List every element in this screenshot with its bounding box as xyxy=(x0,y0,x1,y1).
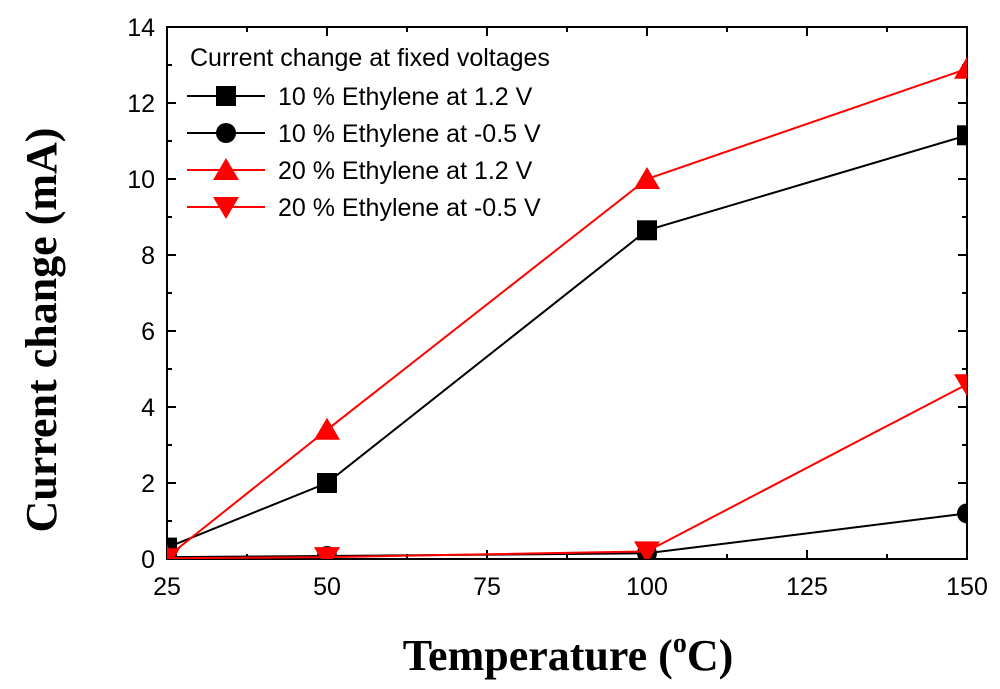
y-tick-label: 10 xyxy=(127,166,155,194)
legend-marker xyxy=(213,197,239,219)
data-point xyxy=(954,374,967,397)
y-tick-label: 14 xyxy=(127,14,155,42)
series-line-3 xyxy=(167,67,967,558)
data-point xyxy=(957,503,967,524)
series-line-4 xyxy=(167,383,967,559)
x-tick-label: 25 xyxy=(153,573,181,601)
y-axis-title: Current change (mA) xyxy=(17,128,66,533)
series-line-1 xyxy=(167,134,967,549)
y-tick-label: 2 xyxy=(141,470,155,498)
data-point xyxy=(634,541,660,559)
y-tick-label: 0 xyxy=(141,546,155,574)
x-axis-title: Temperature (oC) xyxy=(403,628,734,680)
y-tick-label: 8 xyxy=(141,242,155,270)
legend-marker xyxy=(216,86,236,106)
legend-marker xyxy=(216,123,236,143)
legend-entry: 20 % Ethylene at -0.5 V xyxy=(278,194,541,222)
x-tick-label: 125 xyxy=(786,573,828,601)
legend-marker xyxy=(213,158,239,180)
legend-entry: 10 % Ethylene at 1.2 V xyxy=(278,83,533,111)
data-point xyxy=(637,220,657,241)
x-tick-label: 100 xyxy=(626,573,668,601)
y-tick-label: 4 xyxy=(141,394,155,422)
legend-entry: 20 % Ethylene at 1.2 V xyxy=(278,157,533,185)
y-tick-label: 6 xyxy=(141,318,155,346)
data-point xyxy=(957,125,967,146)
y-tick-label: 12 xyxy=(127,90,155,118)
legend-title: Current change at fixed voltages xyxy=(190,44,550,72)
x-tick-label: 75 xyxy=(473,573,501,601)
data-point xyxy=(314,547,340,559)
data-point xyxy=(634,167,660,189)
x-tick-label: 50 xyxy=(313,573,341,601)
data-point xyxy=(167,548,180,559)
x-tick-label: 150 xyxy=(946,573,988,601)
data-point xyxy=(954,56,967,79)
legend-entry: 10 % Ethylene at -0.5 V xyxy=(278,120,541,148)
data-point xyxy=(167,537,177,558)
data-point xyxy=(314,417,340,440)
data-point xyxy=(317,473,337,493)
